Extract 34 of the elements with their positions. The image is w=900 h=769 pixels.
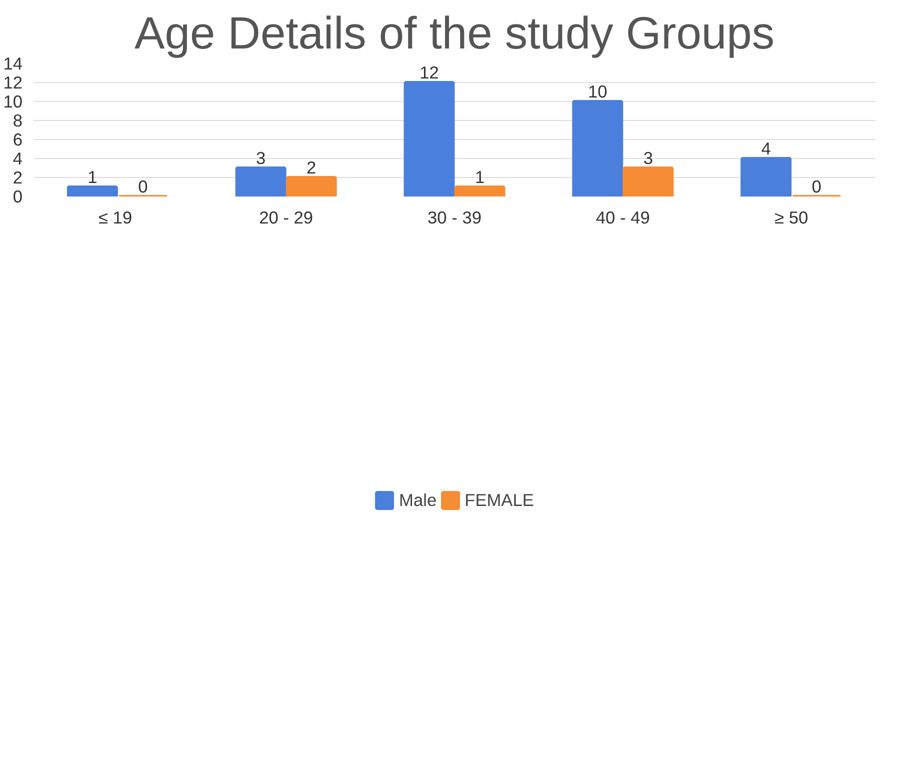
y-tick-label: 2 xyxy=(12,168,23,188)
data-label: 0 xyxy=(812,176,822,196)
data-label: 4 xyxy=(761,138,772,158)
y-tick-label: 8 xyxy=(12,110,23,130)
data-label: 1 xyxy=(474,167,485,187)
bar xyxy=(622,166,674,196)
bar xyxy=(454,186,506,196)
bar xyxy=(740,157,792,196)
y-tick-label: 10 xyxy=(3,92,23,112)
y-tick-label: 4 xyxy=(12,148,23,168)
x-tick-label: 40 - 49 xyxy=(596,208,650,228)
x-tick-label: 20 - 29 xyxy=(259,208,314,228)
legend-label: Male xyxy=(399,490,437,510)
x-tick-label: ≤ 19 xyxy=(98,208,132,228)
data-label: 3 xyxy=(256,148,266,168)
bar xyxy=(572,100,624,196)
y-tick-label: 12 xyxy=(3,72,23,92)
data-label: 12 xyxy=(420,62,439,82)
x-tick-label: ≥ 50 xyxy=(774,208,808,228)
bar xyxy=(66,186,118,196)
data-label: 0 xyxy=(138,176,148,196)
y-tick-label: 0 xyxy=(12,186,23,206)
y-tick-label: 14 xyxy=(3,54,23,74)
legend-label: FEMALE xyxy=(464,490,534,510)
chart-title: Age Details of the study Groups xyxy=(134,8,774,58)
y-tick-label: 6 xyxy=(12,130,23,150)
data-label: 3 xyxy=(643,148,653,168)
bar xyxy=(404,81,455,196)
bar xyxy=(235,166,286,196)
data-label: 2 xyxy=(306,158,316,178)
data-label: 1 xyxy=(88,167,98,187)
bar xyxy=(286,176,337,196)
data-label: 10 xyxy=(588,82,608,102)
x-tick-label: 30 - 39 xyxy=(428,208,482,228)
